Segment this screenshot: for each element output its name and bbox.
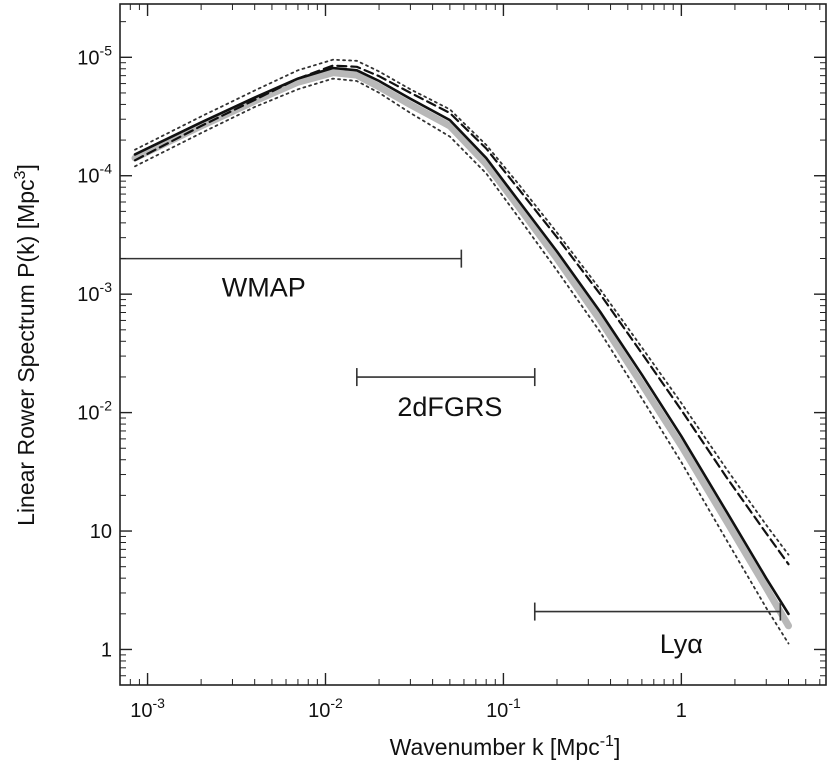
range-wmap-label: WMAP bbox=[222, 273, 306, 303]
y-tick-label-5: 10-5 bbox=[77, 42, 112, 69]
series-line-4-dotted bbox=[134, 58, 790, 556]
y-axis-title: Linear Rower Spectrum P(k) [Mpc3] bbox=[12, 164, 39, 526]
y-tick-label-4: 10-4 bbox=[77, 161, 112, 188]
x-tick-label-2: 10-1 bbox=[486, 695, 521, 722]
x-tick-label-3: 1 bbox=[676, 700, 687, 722]
x-tick-label-0: 10-3 bbox=[130, 695, 165, 722]
series-layer bbox=[131, 58, 792, 645]
series-line-3-dashed bbox=[133, 64, 790, 566]
y-tick-label-1: 10 bbox=[90, 521, 112, 543]
x-axis-title: Wavenumber k [Mpc-1] bbox=[390, 733, 621, 760]
range-ly-label: Lyα bbox=[660, 629, 703, 659]
y-tick-label-2: 10-2 bbox=[77, 398, 112, 425]
y-tick-label-0: 1 bbox=[101, 639, 112, 661]
series-line-5-dotted bbox=[134, 77, 790, 645]
x-tick-label-1: 10-2 bbox=[308, 695, 343, 722]
ranges-layer: WMAP 2dFGRS Lyα bbox=[120, 249, 782, 659]
y-tick-label-3: 10-3 bbox=[77, 279, 112, 306]
x-ticks: 10-3 10-2 10-1 1 bbox=[119, 4, 821, 722]
series-line-1-gray-band bbox=[131, 69, 792, 630]
range-2dfgrs-label: 2dFGRS bbox=[397, 392, 502, 422]
plot-frame bbox=[119, 3, 827, 686]
y-ticks: 1 10 10-2 10-3 10-4 10-5 bbox=[77, 21, 826, 677]
